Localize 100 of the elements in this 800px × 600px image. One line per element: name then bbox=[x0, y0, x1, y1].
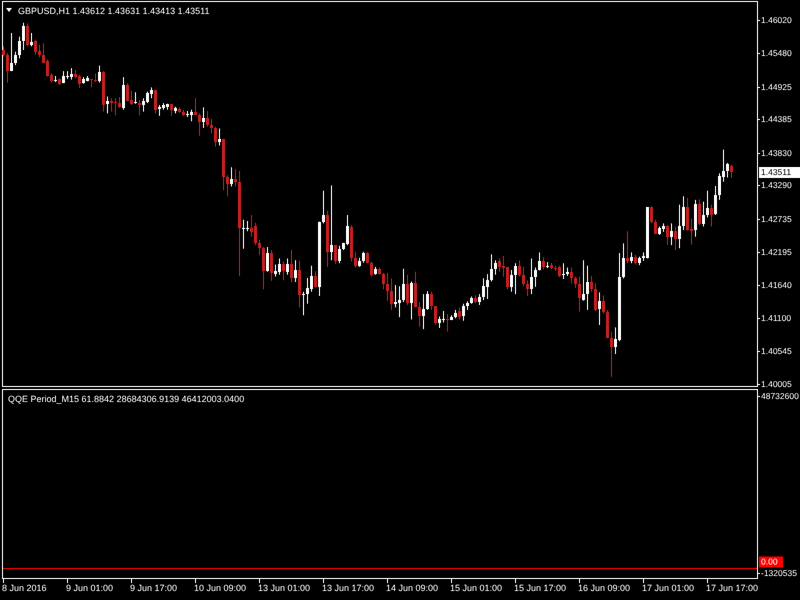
candlestick bbox=[218, 128, 221, 146]
candlestick bbox=[710, 204, 713, 227]
candlestick bbox=[730, 164, 733, 178]
candlestick bbox=[506, 266, 509, 290]
candlestick bbox=[234, 168, 237, 188]
candlestick bbox=[10, 32, 13, 72]
candlestick bbox=[254, 222, 257, 246]
x-tick-label: 15 Jun 17:00 bbox=[514, 583, 566, 593]
candlestick bbox=[530, 258, 533, 295]
candlestick bbox=[698, 198, 701, 226]
candlestick bbox=[46, 59, 49, 78]
candlestick bbox=[482, 278, 485, 301]
candlestick bbox=[354, 251, 357, 268]
candlestick bbox=[338, 245, 341, 264]
candlestick bbox=[2, 46, 5, 58]
candlestick bbox=[674, 226, 677, 251]
candlestick bbox=[274, 264, 277, 278]
y-tick-label: 1.46020 bbox=[761, 14, 792, 25]
candlestick bbox=[322, 190, 325, 224]
candlestick bbox=[286, 258, 289, 276]
candlestick bbox=[422, 294, 425, 330]
candlestick bbox=[682, 196, 685, 231]
candlestick bbox=[394, 284, 397, 308]
candlestick bbox=[110, 98, 113, 112]
candlestick bbox=[534, 267, 537, 288]
candlestick bbox=[150, 86, 153, 99]
candlestick bbox=[626, 230, 629, 264]
candlestick bbox=[702, 201, 705, 227]
x-tick-label: 9 Jun 01:00 bbox=[66, 583, 114, 593]
candlestick bbox=[598, 292, 601, 326]
candlestick bbox=[542, 256, 545, 270]
candlestick bbox=[154, 90, 157, 114]
candlestick bbox=[346, 214, 349, 246]
candlestick bbox=[226, 174, 229, 197]
candlestick bbox=[650, 206, 653, 224]
candlestick bbox=[510, 269, 513, 292]
candlestick bbox=[446, 314, 449, 332]
candlestick bbox=[382, 272, 385, 290]
y-tick-label: -1320535 bbox=[761, 568, 798, 578]
x-tick-label: 15 Jun 01:00 bbox=[450, 583, 502, 593]
candlestick bbox=[582, 260, 585, 302]
candlestick bbox=[98, 65, 101, 84]
candlestick bbox=[34, 39, 37, 56]
candlestick bbox=[686, 198, 689, 232]
text: 1.43511 bbox=[761, 166, 792, 177]
candlestick bbox=[426, 290, 429, 310]
candlestick bbox=[210, 118, 213, 134]
candlestick bbox=[66, 70, 69, 80]
candlestick bbox=[170, 103, 173, 116]
candlestick bbox=[242, 219, 245, 250]
candlestick bbox=[586, 265, 589, 310]
y-tick-label: 48732600 bbox=[761, 390, 800, 401]
candlestick bbox=[306, 277, 309, 304]
candlestick bbox=[14, 51, 17, 66]
x-tick-label: 16 Jun 09:00 bbox=[578, 583, 630, 593]
candlestick bbox=[334, 244, 337, 264]
candlestick bbox=[402, 268, 405, 302]
candlestick bbox=[478, 294, 481, 306]
candlestick bbox=[706, 190, 709, 218]
candlestick bbox=[118, 96, 121, 108]
candlestick bbox=[490, 254, 493, 282]
candlestick bbox=[106, 96, 109, 114]
candlestick bbox=[430, 291, 433, 310]
candlestick bbox=[602, 294, 605, 314]
candlestick bbox=[310, 265, 313, 292]
y-tick-label: 1.42735 bbox=[761, 214, 792, 224]
candlestick bbox=[26, 22, 29, 47]
candlestick bbox=[438, 316, 441, 328]
candlestick bbox=[654, 219, 657, 234]
candlestick bbox=[522, 266, 525, 287]
y-tick-label: 1.41100 bbox=[761, 312, 792, 323]
y-tick-label: 1.42195 bbox=[761, 246, 792, 257]
candlestick bbox=[462, 303, 465, 322]
candlestick bbox=[442, 310, 445, 324]
candlestick bbox=[282, 260, 285, 281]
candlestick bbox=[278, 258, 281, 276]
candlestick bbox=[414, 271, 417, 308]
candlestick bbox=[194, 98, 197, 116]
candlestick bbox=[578, 276, 581, 312]
x-tick-label: 14 Jun 09:00 bbox=[386, 583, 438, 593]
y-tick-label: 1.44385 bbox=[761, 114, 792, 124]
candlestick bbox=[634, 254, 637, 266]
candlestick bbox=[518, 260, 521, 278]
candlestick bbox=[330, 184, 333, 261]
candlestick bbox=[538, 252, 541, 272]
candlestick bbox=[122, 76, 125, 110]
candlestick bbox=[246, 220, 249, 232]
candlestick bbox=[362, 251, 365, 264]
candlestick bbox=[526, 280, 529, 296]
candlestick bbox=[562, 262, 565, 280]
candlestick bbox=[126, 82, 129, 102]
candlestick bbox=[358, 257, 361, 268]
candlestick bbox=[390, 278, 393, 310]
candlestick bbox=[78, 74, 81, 89]
candlestick bbox=[718, 172, 721, 200]
x-tick-label: 17 Jun 01:00 bbox=[642, 583, 694, 593]
candlestick bbox=[22, 22, 25, 50]
candlestick bbox=[558, 265, 561, 278]
x-tick-label: 8 Jun 2016 bbox=[2, 583, 47, 593]
candlestick bbox=[18, 36, 21, 59]
